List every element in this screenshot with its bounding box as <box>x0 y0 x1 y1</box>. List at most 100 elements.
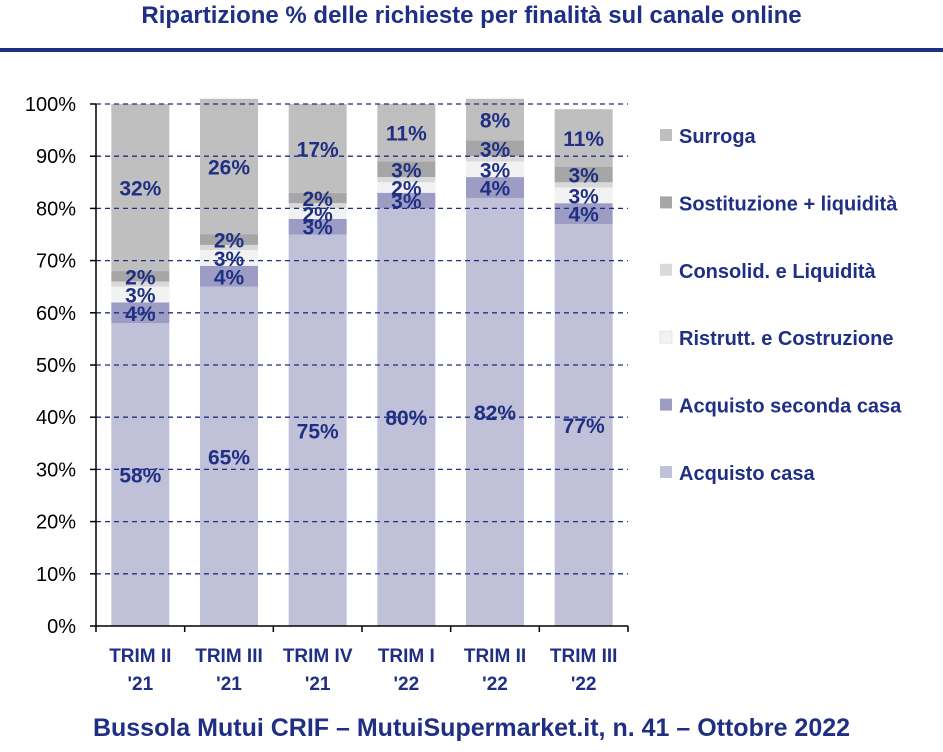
bar-segment <box>288 234 347 626</box>
bar-segment <box>466 197 524 626</box>
bar-segment <box>554 187 613 204</box>
data-label: 3% <box>568 164 599 187</box>
x-tick-label: '22 <box>571 674 597 695</box>
legend-swatch <box>659 330 673 344</box>
bar-segment <box>377 177 436 183</box>
bar-segment <box>466 156 524 162</box>
x-tick-label: '21 <box>216 674 242 695</box>
bar-segment <box>111 281 170 287</box>
y-tick-label: 30% <box>36 459 76 481</box>
legend-swatch <box>660 263 672 276</box>
data-label: 3% <box>568 185 599 208</box>
data-label: 75% <box>297 420 339 443</box>
data-label: 4% <box>568 204 599 227</box>
data-label: 2% <box>391 178 422 201</box>
bar-segment <box>554 224 613 626</box>
bar-segment <box>288 192 347 204</box>
bar-segment <box>200 98 258 235</box>
data-label: 26% <box>208 157 250 180</box>
bar-segment <box>554 182 613 188</box>
data-labels-layer: 58%4%3%2%32%65%4%3%2%26%75%3%2%2%17%80%3… <box>119 110 605 488</box>
bar-segment <box>200 286 258 626</box>
footer-source: Bussola Mutui CRIF – MutuiSupermarket.it… <box>92 714 851 742</box>
legend-label: Acquisto casa <box>679 463 815 485</box>
bar-segment <box>554 166 613 183</box>
bar-segment <box>288 104 347 193</box>
bars-layer <box>111 98 613 626</box>
bar-segment <box>111 104 170 272</box>
y-tick-label: 100% <box>25 94 76 116</box>
legend-label: Surroga <box>679 126 757 148</box>
data-label: 3% <box>214 248 245 271</box>
bar-segment <box>288 218 347 235</box>
bar-segment <box>377 192 436 209</box>
data-label: 58% <box>119 465 161 488</box>
x-tick-label: TRIM II <box>109 646 171 667</box>
data-label: 80% <box>385 407 427 430</box>
legend-label: Consolid. e Liquidità <box>679 261 877 283</box>
bar-segment <box>554 203 613 225</box>
data-label: 3% <box>391 191 422 214</box>
x-tick-label: '22 <box>394 674 420 695</box>
data-label: 3% <box>125 285 156 308</box>
x-tick-label: '21 <box>128 674 154 695</box>
grid-layer <box>96 103 628 575</box>
legend-swatch <box>660 466 672 478</box>
legend-swatch <box>660 196 672 209</box>
axis-layer: 0% 10% 20% 30% 40% 50% 60% 70% 80% 90% 100% TRIM II… <box>25 94 629 695</box>
legend-label: Sostituzione + liquidità <box>679 193 898 215</box>
bar-segment <box>288 203 347 209</box>
y-tick-label: 20% <box>36 512 76 534</box>
data-label: 11% <box>563 128 604 151</box>
y-tick-label: 60% <box>36 303 76 325</box>
data-label: 4% <box>480 178 511 201</box>
bar-segment <box>466 161 524 178</box>
bar-segment <box>466 177 524 198</box>
y-tick-label: 40% <box>36 407 76 429</box>
data-label: 17% <box>297 138 339 161</box>
x-tick-label: TRIM III <box>550 646 618 667</box>
y-tick-label: 0% <box>47 616 76 638</box>
bar-segment <box>200 265 258 287</box>
data-label: 32% <box>119 178 161 201</box>
y-tick-label: 10% <box>36 564 76 586</box>
data-label: 4% <box>125 303 156 326</box>
bar-segment <box>377 182 436 193</box>
y-tick-label: 70% <box>36 251 76 273</box>
y-tick-label: 50% <box>36 355 76 377</box>
x-tick-label: TRIM III <box>195 646 263 667</box>
y-tick-label: 80% <box>36 198 76 220</box>
data-label: 2% <box>214 230 245 253</box>
bar-segment <box>200 244 258 251</box>
legend-swatch <box>660 129 672 141</box>
legend: Surroga Sostituzione + liquidità Consolid.… <box>659 126 902 485</box>
bar-segment <box>200 234 258 245</box>
data-label: 65% <box>208 446 250 469</box>
bar-segment <box>554 109 613 167</box>
chart-title: Ripartizione % delle richieste per final… <box>141 2 802 29</box>
data-label: 8% <box>480 110 511 133</box>
bar-segment <box>200 250 258 266</box>
bar-segment <box>377 104 436 162</box>
data-label: 2% <box>125 266 156 289</box>
bar-segment <box>111 271 170 282</box>
legend-label: Acquisto seconda casa <box>679 396 902 418</box>
x-tick-label: '21 <box>305 674 331 695</box>
data-label: 77% <box>563 415 605 438</box>
x-tick-label: TRIM I <box>378 646 435 667</box>
bar-segment <box>288 208 347 219</box>
x-tick-label: '22 <box>482 674 508 695</box>
bar-segment <box>111 302 170 324</box>
data-label: 3% <box>480 159 511 182</box>
data-label: 3% <box>480 138 511 161</box>
data-label: 2% <box>302 188 333 211</box>
legend-swatch <box>660 398 672 411</box>
x-tick-label: TRIM II <box>464 646 526 667</box>
data-label: 3% <box>391 159 422 182</box>
bar-segment <box>111 286 170 303</box>
title-divider <box>0 48 943 52</box>
x-tick-label: TRIM IV <box>283 646 353 667</box>
bar-segment <box>466 140 524 157</box>
data-label: 3% <box>302 217 333 240</box>
